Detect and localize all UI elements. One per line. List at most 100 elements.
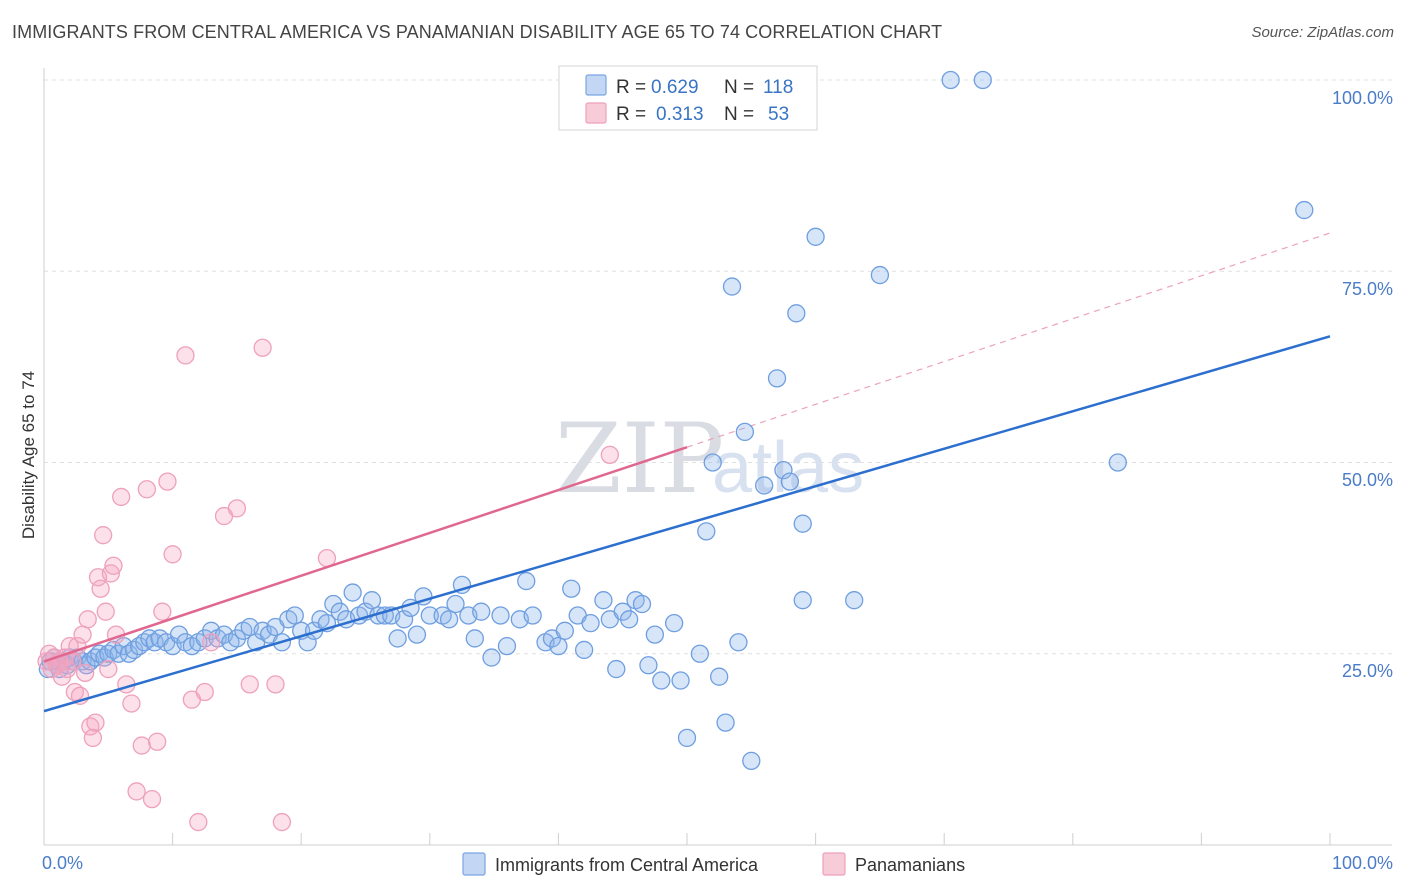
pink-point [127,782,146,801]
blue-point [793,514,812,533]
blue-point [594,591,613,610]
pink-point [78,610,97,629]
blue-point [716,713,735,732]
blue-point [607,659,626,679]
blue-point [420,606,439,625]
y-axis-label: Disability Age 65 to 74 [19,371,38,539]
pink-point [73,625,92,644]
pink-point [189,812,208,832]
blue-point [581,614,600,633]
blue-point [523,606,542,625]
pink-point [266,675,285,694]
pink-point [99,659,118,679]
pink-point [122,694,141,713]
pink-point [68,636,87,656]
blue-point [497,636,517,656]
y-tick-100: 100.0% [1332,88,1393,108]
pink-point [163,545,182,564]
blue-point [439,610,459,629]
stats-legend: R = 0.629 N = 118 R = 0.313 N = 53 [558,65,818,131]
blue-point [446,594,465,614]
blue-point [388,629,407,648]
y-tick-50: 50.0% [1342,470,1393,490]
legend-n-value-2: 53 [768,104,789,125]
pink-point [96,602,115,621]
blue-trend-line [43,335,1331,713]
blue-point [671,671,690,690]
bottom-legend-label-blue: Immigrants from Central America [495,855,759,875]
legend-r-label-1: R = [616,77,646,98]
blue-point [742,751,761,770]
blue-point [774,460,793,480]
pink-trend-extension-line [686,232,1331,448]
gridlines [44,79,1392,655]
x-tick-100: 100.0% [1332,853,1393,873]
blue-point [632,594,652,614]
blue-point [491,606,510,625]
pink-point [137,480,157,499]
chart-title: IMMIGRANTS FROM CENTRAL AMERICA VS PANAM… [12,22,943,42]
axes [43,68,1392,846]
pink-point [91,579,110,598]
pink-point [202,633,221,652]
blue-point [1108,453,1127,472]
pink-point [142,789,162,809]
blue-point [697,522,716,541]
pink-point [112,487,131,507]
blue-point [755,476,774,495]
blue-point [710,667,729,686]
blue-point [472,602,491,621]
bottom-legend-swatch-pink [822,852,846,876]
pink-trend-extension [686,232,1331,448]
legend-swatch-pink [585,102,607,124]
blue-point [1295,200,1314,220]
blue-point [482,648,501,667]
blue-point [645,625,664,644]
pink-point [83,728,103,748]
bottom-legend-swatch-blue [462,852,486,876]
blue-point [806,227,825,246]
pink-point [176,346,195,365]
pink-point [132,736,151,755]
blue-point [870,265,890,285]
blue-point [787,304,806,323]
blue-point [941,70,960,90]
blue-point [639,656,658,675]
pink-point [272,812,292,832]
blue-point [722,277,742,296]
blue-point [555,621,574,640]
pink-point [94,526,113,545]
pink-point [86,713,105,732]
blue-point [664,614,684,633]
blue-point [517,571,536,591]
pink-trend-line [43,446,688,663]
pink-point [240,675,259,694]
blue-point [574,640,594,660]
x-tick-0: 0.0% [42,853,83,873]
blue-point [394,610,414,629]
pink-point [227,499,247,518]
blue-point [973,70,992,90]
blue-point [780,472,800,491]
blue-point [285,606,304,625]
blue-point [619,610,639,629]
blue-point [407,625,427,644]
blue-point [549,636,568,656]
legend-n-label-1: N = [724,77,754,98]
series-legend: Immigrants from Central America Panamani… [462,852,965,876]
legend-n-label-2: N = [724,104,754,125]
blue-point [703,453,722,472]
trend-lines [43,335,1331,713]
legend-n-value-1: 118 [763,77,793,98]
source-label: Source: ZipAtlas.com [1251,24,1394,41]
blue-point [735,422,755,442]
blue-point [767,369,787,388]
y-tick-25: 25.0% [1342,661,1393,681]
blue-point [729,633,748,652]
blue-point [362,591,382,610]
blue-point [652,671,671,690]
pink-point [195,682,214,702]
legend-swatch-blue [585,74,607,96]
pink-point [148,732,167,751]
